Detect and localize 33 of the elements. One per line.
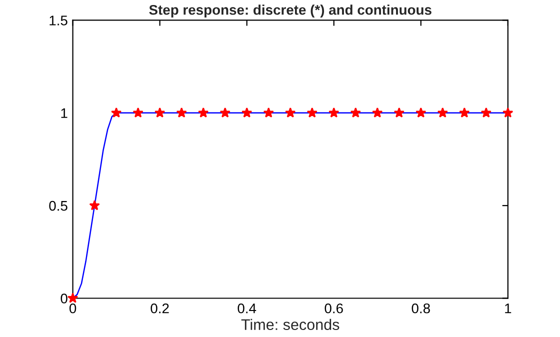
x-tick-label: 0.8 [412, 303, 430, 314]
point [242, 107, 252, 118]
point [394, 107, 404, 118]
point [502, 107, 514, 118]
y-tick-label: 1.5 [50, 16, 68, 26]
point [263, 107, 274, 118]
point [198, 107, 209, 118]
point [110, 107, 122, 118]
y-tick-label: 0 [60, 294, 68, 304]
point [154, 107, 166, 118]
x-tick-label: 0.6 [324, 303, 343, 314]
point [285, 107, 296, 118]
chart-title: Step response: discrete (*) and continuous [149, 4, 432, 18]
point [480, 107, 492, 118]
point [416, 107, 426, 118]
x-tick-label: 0.2 [150, 303, 169, 314]
point [67, 292, 78, 303]
point [459, 107, 470, 118]
point [132, 107, 144, 118]
point [328, 107, 340, 118]
y-tick-label: 0.5 [49, 200, 68, 211]
point [306, 107, 318, 118]
x-tick-label: 0.4 [238, 303, 256, 314]
point [176, 107, 187, 118]
x-tick-label: 0 [69, 303, 76, 314]
point [89, 200, 100, 210]
point [372, 107, 383, 118]
y-tick-label: 1 [61, 108, 68, 118]
point [350, 107, 361, 118]
point [220, 107, 230, 118]
x-axis-title: Time: seconds [241, 318, 340, 330]
x-tick-label: 1 [505, 304, 512, 314]
point [437, 107, 448, 118]
